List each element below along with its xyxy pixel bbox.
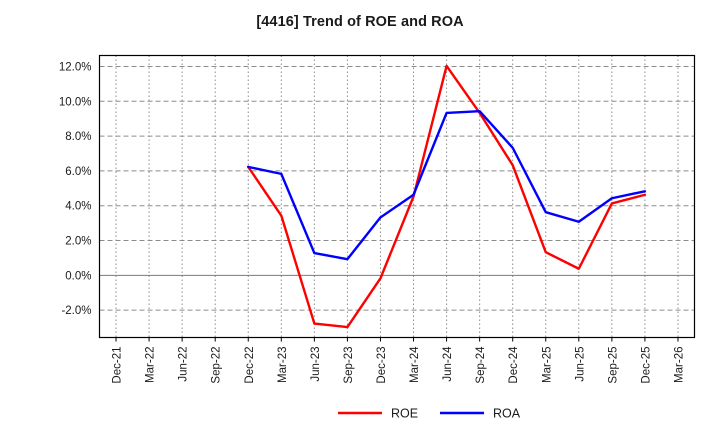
x-axis-tick-label: Sep-24	[475, 346, 487, 384]
x-axis-tick-label: Sep-25	[607, 347, 619, 384]
data-series-group	[247, 64, 647, 329]
y-axis-tick-label: 12.0%	[59, 61, 92, 73]
x-axis-tick-label: Jun-24	[442, 346, 454, 382]
y-axis-tick-label: 8.0%	[65, 131, 91, 143]
x-axis-tick-label: Mar-22	[145, 347, 157, 383]
x-axis-tick-label: Mar-26	[673, 347, 685, 383]
y-axis-tick-label: 0.0%	[65, 270, 91, 282]
x-axis-tick-label: Mar-23	[277, 347, 289, 383]
series-line-roa	[247, 109, 647, 261]
x-axis-tick-label: Dec-23	[376, 347, 388, 384]
plot-frame	[98, 54, 696, 339]
legend: ROE ROA	[338, 407, 521, 421]
x-axis-tick-label: Sep-23	[343, 347, 355, 384]
x-axis-tick-label: Mar-24	[409, 346, 421, 383]
series-line-roe	[247, 64, 647, 329]
x-axis-tick-label: Dec-22	[244, 347, 256, 384]
x-axis-tick-label: Dec-21	[112, 347, 124, 384]
gridlines-horizontal: -2.0% 0.0% 2.0% 4.0% 6.0% 8.0% 10.0% 12.0%	[59, 61, 695, 317]
y-axis-tick-label: 6.0%	[65, 166, 91, 178]
y-axis-tick-label: 2.0%	[65, 236, 91, 248]
x-axis-tick-label: Dec-24	[508, 346, 520, 384]
page-title: [4416] Trend of ROE and ROA	[256, 14, 464, 30]
x-axis-tick-label: Sep-22	[211, 347, 223, 384]
y-axis-tick-label: 10.0%	[59, 96, 92, 108]
y-axis-tick-label: -2.0%	[61, 305, 91, 317]
x-axis-tick-label: Jun-22	[178, 347, 190, 382]
x-axis-tick-label: Mar-25	[541, 347, 553, 383]
legend-label-roe: ROE	[391, 407, 418, 421]
x-axis-tick-label: Jun-25	[574, 347, 586, 382]
x-axis-tick-label: Dec-25	[640, 347, 652, 384]
legend-label-roa: ROA	[493, 407, 521, 421]
x-axis-tick-label: Jun-23	[310, 347, 322, 382]
gridlines-vertical	[115, 55, 679, 338]
x-axis: Dec-21 Mar-22 Jun-22 Sep-22 Dec-22 Mar-23 Jun-…	[112, 337, 685, 384]
y-axis-tick-label: 4.0%	[65, 201, 91, 213]
